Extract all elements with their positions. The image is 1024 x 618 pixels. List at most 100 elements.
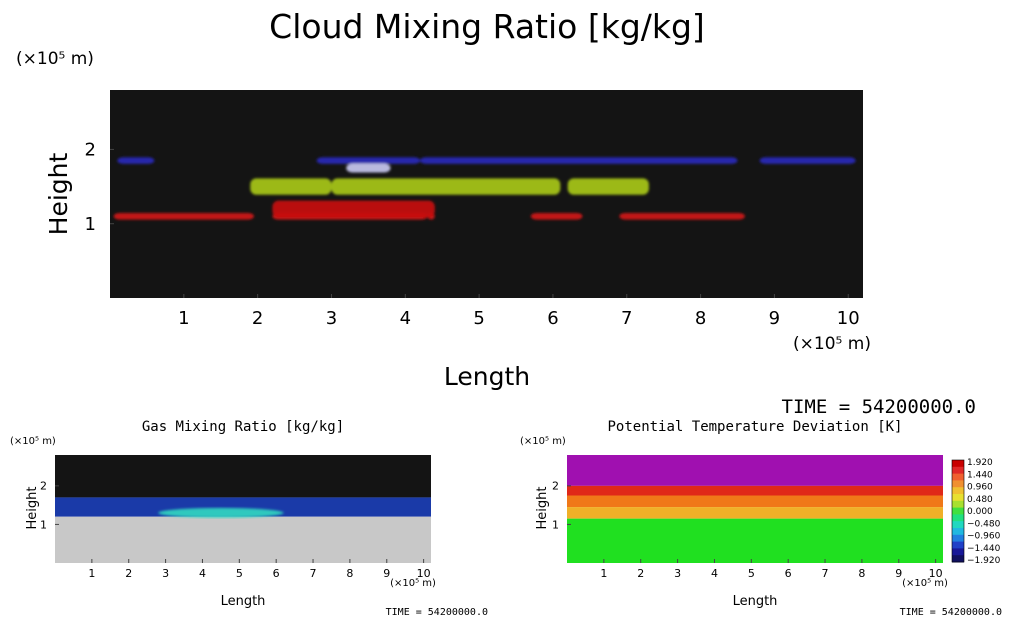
colorbar-label: −1.920 <box>967 556 1001 566</box>
colorbar-swatch <box>952 521 964 529</box>
colorbar-label: 1.920 <box>967 458 993 468</box>
y-unit-label: (×10⁵ m) <box>16 49 94 69</box>
x-tick-label: 8 <box>346 567 353 580</box>
cloud-band-segment <box>420 157 738 164</box>
colorbar-swatch <box>952 466 964 475</box>
colorbar-swatch <box>952 534 964 543</box>
colorbar-label: 0.960 <box>967 483 993 493</box>
cloud-bands <box>113 157 856 220</box>
cloud-band-segment <box>316 157 421 164</box>
colorbar-label: −0.960 <box>967 532 1001 542</box>
x-tick-label: 2 <box>125 567 132 580</box>
x-tick-label: 2 <box>637 567 644 580</box>
x-tick-label: 4 <box>199 567 206 580</box>
time-label: TIME = 54200000.0 <box>386 607 488 618</box>
gas-layer <box>55 455 431 498</box>
y-axis-label: Height <box>44 152 73 235</box>
y-tick-label: 1 <box>552 518 559 531</box>
colorbar-swatch <box>952 507 964 515</box>
cloud-band-segment <box>113 212 254 220</box>
x-tick-label: 4 <box>711 567 718 580</box>
x-tick-label: 7 <box>621 308 632 329</box>
colorbar-label: −1.440 <box>967 544 1001 554</box>
x-tick-label: 5 <box>748 567 755 580</box>
x-tick-label: 3 <box>674 567 681 580</box>
x-tick-label: 8 <box>695 308 706 329</box>
gas-layer <box>55 516 431 563</box>
colorbar-swatch <box>952 528 964 536</box>
y-tick-label: 2 <box>85 140 96 161</box>
plot-area <box>567 455 943 563</box>
x-axis-label: Length <box>444 362 530 391</box>
y-unit-label: (×10⁵ m) <box>520 436 566 447</box>
cloud-band-segment <box>272 200 435 218</box>
colorbar-swatch <box>952 548 964 556</box>
y-tick-label: 1 <box>85 214 96 235</box>
x-tick-label: 5 <box>473 308 484 329</box>
x-tick-label: 10 <box>417 567 431 580</box>
x-tick-label: 4 <box>400 308 411 329</box>
gas-plume <box>158 507 284 518</box>
x-tick-label: 9 <box>383 567 390 580</box>
x-tick-labels: 1 2 3 4 5 6 7 8 9 10 <box>88 559 431 580</box>
y-tick-labels: 12 <box>40 480 59 531</box>
x-tick-label: 6 <box>785 567 792 580</box>
x-tick-label: 1 <box>178 308 189 329</box>
colorbar-swatch <box>952 473 964 481</box>
x-tick-label: 6 <box>547 308 558 329</box>
colorbar-swatch <box>952 494 964 502</box>
colorbar-frame <box>951 459 965 563</box>
y-tick-label: 2 <box>552 480 559 493</box>
x-tick-label: 1 <box>600 567 607 580</box>
y-unit-label: (×10⁵ m) <box>10 436 56 447</box>
potential-temperature-panel: Potential Temperature Deviation [K] (×10… <box>520 419 1002 618</box>
x-tick-label: 1 <box>88 567 95 580</box>
temperature-layer <box>567 518 943 563</box>
x-tick-labels: 1 2 3 4 5 6 7 8 9 10 <box>178 294 860 329</box>
x-tick-label: 3 <box>162 567 169 580</box>
x-axis-label: Length <box>733 594 778 609</box>
colorbar-swatch <box>952 500 964 509</box>
plume-features <box>158 507 284 518</box>
x-tick-labels: 1 2 3 4 5 6 7 8 9 10 <box>600 559 943 580</box>
temperature-layer <box>567 455 943 486</box>
cloud-band-segment <box>250 178 332 195</box>
y-tick-labels: 12 <box>552 480 571 531</box>
cloud-band-segment <box>567 178 649 195</box>
y-tick-labels: 12 <box>85 140 114 235</box>
time-label: TIME = 54200000.0 <box>782 396 976 418</box>
cloud-band-segment <box>530 212 583 220</box>
x-tick-label: 8 <box>858 567 865 580</box>
temperature-layer <box>567 485 943 496</box>
chart-title: Potential Temperature Deviation [K] <box>607 419 902 435</box>
x-tick-label: 5 <box>236 567 243 580</box>
cloud-band-segment <box>117 157 155 164</box>
time-label: TIME = 54200000.0 <box>900 607 1002 618</box>
colorbar-swatch <box>952 541 964 549</box>
colorbar-swatch <box>952 487 964 495</box>
x-tick-label: 2 <box>252 308 263 329</box>
temperature-layer <box>567 507 943 519</box>
cloud-band-segment <box>331 178 561 195</box>
x-tick-label: 6 <box>273 567 280 580</box>
chart-title: Cloud Mixing Ratio [kg/kg] <box>269 7 705 46</box>
x-tick-label: 9 <box>895 567 902 580</box>
x-tick-label: 7 <box>310 567 317 580</box>
plot-area <box>55 455 431 563</box>
x-tick-label: 10 <box>837 308 860 329</box>
x-tick-label: 9 <box>769 308 780 329</box>
chart-title: Gas Mixing Ratio [kg/kg] <box>142 419 344 435</box>
cloud-band-segment <box>346 163 391 173</box>
x-tick-label: 10 <box>929 567 943 580</box>
x-unit-label: (×10⁵ m) <box>793 334 871 354</box>
colorbar-swatch <box>952 480 964 488</box>
x-axis-label: Length <box>221 594 266 609</box>
y-tick-label: 2 <box>40 480 47 493</box>
temperature-layer <box>567 495 943 508</box>
colorbar: 1.920 1.440 0.960 0.480 0.000 −0.480 −0.960 −1.… <box>951 458 1001 566</box>
colorbar-label: 1.440 <box>967 470 993 480</box>
cloud-band-segment <box>619 212 745 220</box>
